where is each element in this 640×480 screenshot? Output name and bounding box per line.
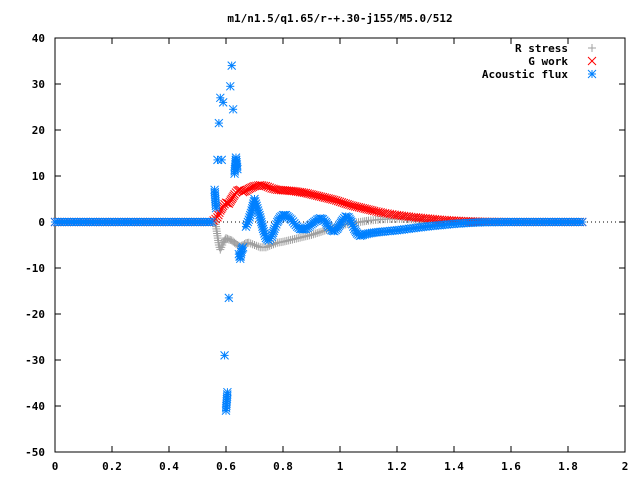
y-tick-label: -30 bbox=[25, 354, 45, 367]
y-tick-label: 40 bbox=[32, 32, 45, 45]
y-tick-label: -20 bbox=[25, 308, 45, 321]
data-point bbox=[225, 81, 235, 91]
data-point bbox=[588, 44, 596, 52]
x-tick-label: 0.6 bbox=[216, 460, 236, 473]
legend-item: R stress bbox=[515, 42, 596, 55]
data-point bbox=[265, 241, 274, 250]
x-tick-label: 1.8 bbox=[558, 460, 578, 473]
data-point bbox=[234, 185, 244, 195]
y-tick-label: 10 bbox=[32, 170, 45, 183]
axes: 0 0.2 0.4 0.6 0.8 1 1.2 1.4 1.6 1.8 2 -50 -40 -30 -20 -… bbox=[25, 32, 628, 473]
data-point bbox=[587, 56, 597, 66]
data-point bbox=[233, 186, 242, 196]
data-point bbox=[223, 387, 232, 397]
data-point bbox=[240, 187, 249, 196]
data-point bbox=[248, 240, 257, 249]
x-tick-label: 0 bbox=[52, 460, 59, 473]
y-tick-label: -50 bbox=[25, 446, 45, 459]
x-tick-label: 1.2 bbox=[387, 460, 407, 473]
data-point bbox=[228, 104, 238, 114]
data-point bbox=[213, 155, 222, 165]
data-point bbox=[214, 210, 223, 220]
y-tick-label: -40 bbox=[25, 400, 45, 413]
data-point bbox=[587, 69, 597, 79]
data-point bbox=[207, 217, 217, 227]
data-point bbox=[252, 241, 261, 250]
data-point bbox=[257, 181, 267, 190]
series-acoustic-flux bbox=[50, 61, 587, 415]
data-point bbox=[233, 164, 242, 174]
data-point bbox=[213, 213, 222, 222]
data-point bbox=[217, 155, 227, 165]
data-point bbox=[214, 118, 224, 128]
legend-label: Acoustic flux bbox=[482, 68, 568, 81]
data-point bbox=[218, 98, 228, 107]
data-point bbox=[227, 61, 237, 70]
data-point bbox=[247, 183, 257, 192]
data-point bbox=[307, 230, 316, 239]
chart-title: m1/n1.5/q1.65/r-+.30-j155/M5.0/512 bbox=[227, 12, 452, 25]
data-point bbox=[248, 182, 258, 192]
data-point bbox=[244, 184, 254, 194]
data-point bbox=[299, 188, 309, 198]
data-point bbox=[317, 227, 325, 236]
plot-frame bbox=[54, 37, 626, 453]
x-tick-label: 2 bbox=[622, 460, 629, 473]
data-point bbox=[315, 228, 324, 237]
data-point bbox=[311, 229, 320, 238]
data-point bbox=[309, 230, 318, 239]
legend-label: R stress bbox=[515, 42, 568, 55]
y-tick-label: -10 bbox=[25, 262, 45, 275]
legend-item: Acoustic flux bbox=[482, 68, 597, 81]
x-tick-label: 0.2 bbox=[102, 460, 122, 473]
data-point bbox=[211, 203, 221, 213]
data-point bbox=[245, 183, 255, 193]
x-tick-label: 1.4 bbox=[444, 460, 464, 473]
x-tick-label: 1 bbox=[337, 460, 344, 473]
y-tick-label: 20 bbox=[32, 124, 45, 137]
x-tick-label: 0.4 bbox=[159, 460, 179, 473]
data-series bbox=[50, 61, 587, 415]
legend-item: G work bbox=[528, 55, 597, 68]
data-point bbox=[263, 242, 272, 251]
data-point bbox=[238, 242, 248, 252]
data-point bbox=[246, 239, 255, 248]
data-point bbox=[220, 351, 229, 360]
x-tick-label: 1.6 bbox=[501, 460, 521, 473]
data-point bbox=[577, 217, 587, 227]
y-tick-label: 0 bbox=[38, 216, 45, 229]
data-point bbox=[244, 238, 253, 247]
data-point bbox=[221, 198, 231, 208]
data-point bbox=[267, 241, 276, 249]
data-point bbox=[318, 227, 327, 236]
y-tick-label: 30 bbox=[32, 78, 45, 91]
data-point bbox=[224, 293, 234, 303]
data-point bbox=[261, 243, 270, 252]
x-tick-label: 0.8 bbox=[273, 460, 293, 473]
data-point bbox=[254, 242, 263, 251]
data-point bbox=[238, 187, 248, 197]
data-point bbox=[313, 229, 322, 238]
data-point bbox=[250, 241, 259, 249]
legend-label: G work bbox=[528, 55, 568, 68]
